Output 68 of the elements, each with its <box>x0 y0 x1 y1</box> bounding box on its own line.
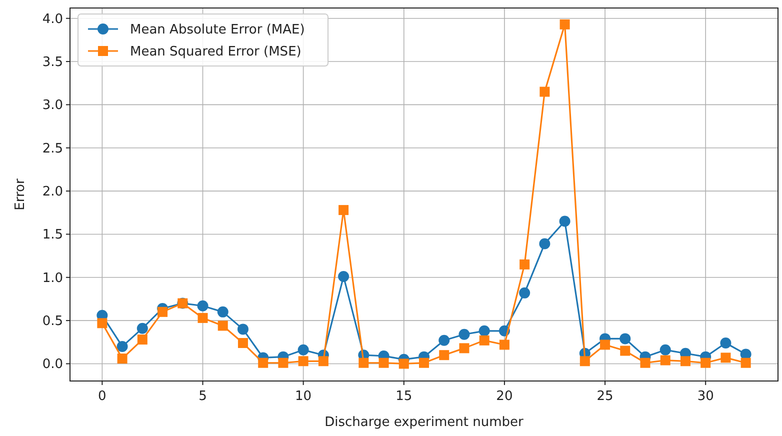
point <box>158 306 168 317</box>
point <box>318 356 328 366</box>
point <box>97 318 108 328</box>
point <box>540 86 550 97</box>
point <box>640 358 650 368</box>
point <box>458 328 470 340</box>
y-tick-label: 0.0 <box>42 357 63 372</box>
point <box>660 355 670 366</box>
point <box>117 354 128 364</box>
point <box>580 356 590 366</box>
point <box>720 338 732 349</box>
point <box>298 344 309 356</box>
point <box>258 358 268 368</box>
point <box>338 205 349 216</box>
y-tick-label: 4.0 <box>42 12 63 27</box>
point <box>520 259 530 270</box>
point <box>600 340 610 350</box>
point <box>700 358 711 368</box>
y-tick-label: 3.0 <box>42 98 63 114</box>
point <box>358 358 369 368</box>
y-axis-title: Error <box>13 178 28 210</box>
point <box>338 271 350 282</box>
x-tick-label: 5 <box>198 389 207 404</box>
point <box>116 340 128 352</box>
point <box>459 343 470 354</box>
y-tick-label: 2.0 <box>42 184 63 200</box>
legend-label: Mean Absolute Error (MAE) <box>130 22 305 38</box>
point <box>419 358 429 368</box>
point <box>720 352 731 363</box>
point <box>398 358 409 369</box>
x-tick-label: 20 <box>496 389 513 404</box>
point <box>740 358 751 368</box>
point <box>680 356 690 366</box>
point <box>439 350 450 360</box>
point <box>620 346 630 356</box>
x-tick-label: 0 <box>98 389 106 404</box>
point <box>438 334 450 346</box>
x-tick-label: 30 <box>697 389 714 404</box>
y-tick-label: 2.5 <box>42 141 63 156</box>
point <box>378 358 389 368</box>
point <box>278 358 288 368</box>
point <box>197 300 208 312</box>
point <box>499 340 510 350</box>
point <box>298 356 308 366</box>
point <box>198 312 208 323</box>
point <box>559 216 570 227</box>
point <box>539 238 550 250</box>
point <box>478 325 490 336</box>
x-tick-label: 15 <box>396 389 412 404</box>
point <box>238 338 248 348</box>
point <box>217 306 228 318</box>
x-axis-title: Discharge experiment number <box>324 415 524 430</box>
point <box>560 19 570 30</box>
point <box>660 344 671 356</box>
x-tick-label: 10 <box>295 389 312 404</box>
point <box>218 320 228 331</box>
point <box>620 333 631 344</box>
point <box>479 335 490 346</box>
y-tick-label: 0.5 <box>42 314 63 330</box>
legend-label: Mean Squared Error (MSE) <box>130 44 302 60</box>
point <box>237 324 248 335</box>
point <box>519 287 530 298</box>
y-tick-label: 1.5 <box>42 228 63 243</box>
x-tick-label: 25 <box>596 389 614 404</box>
point <box>136 322 148 334</box>
point <box>137 334 148 345</box>
y-tick-label: 3.5 <box>42 55 63 70</box>
y-tick-label: 1.0 <box>42 270 63 286</box>
